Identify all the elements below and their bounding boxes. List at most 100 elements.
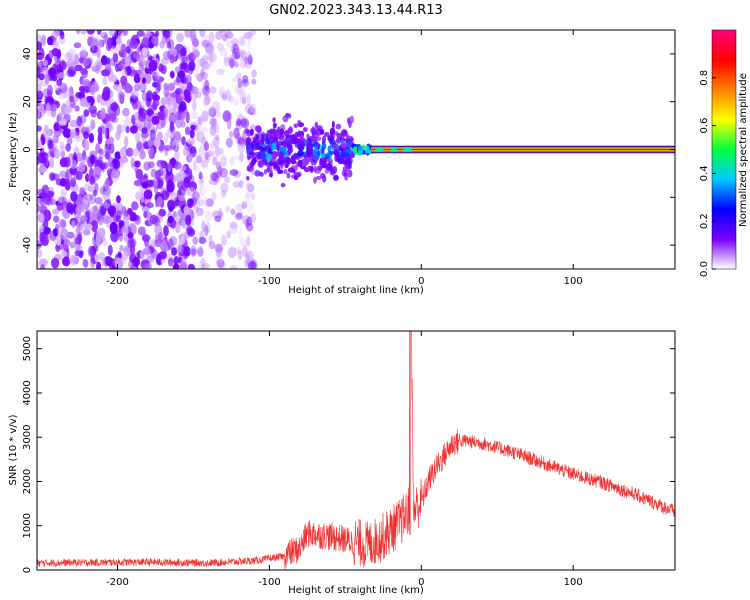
spectrogram-noise-cell [183, 205, 191, 215]
spectrogram-noise-cell [102, 77, 108, 86]
spectrogram-noise-cell [67, 66, 77, 77]
spectrogram-noise-cell [127, 232, 134, 239]
spectrogram-signal-cell [345, 148, 352, 154]
spectrogram-noise-cell [187, 198, 194, 208]
spectrogram-noise-cell [101, 90, 111, 101]
spectrogram-noise-cell [119, 245, 124, 252]
spectrogram-noise-cell [88, 132, 94, 144]
spectrogram-noise-cell [134, 160, 141, 168]
spectrogram-noise-cell [71, 220, 76, 229]
spectrogram-noise-cell [69, 52, 75, 61]
spectrogram-noise-cell [53, 122, 60, 132]
spectrogram-noise-cell [238, 152, 244, 163]
spectrogram-noise-cell [97, 132, 103, 145]
snr-ytick-label: 5000 [22, 336, 33, 361]
spectrogram-noise-cell [188, 60, 196, 72]
spectrogram-noise-cell [214, 243, 224, 253]
spectrogram-noise-cell [93, 166, 102, 176]
spectrogram-noise-cell [51, 257, 60, 269]
spectrogram-noise-cell [158, 208, 166, 217]
spectrogram-signal-cell [254, 125, 262, 132]
spectrogram-noise-cell [201, 81, 210, 88]
spectrogram-noise-cell [63, 156, 71, 168]
spectrogram-noise-cell [216, 42, 225, 51]
spectrogram-noise-cell [200, 61, 210, 70]
spectrogram-noise-cell [198, 260, 204, 269]
spectrogram-noise-cell [239, 92, 247, 104]
spectrogram-noise-cell [70, 254, 77, 266]
spectrogram-noise-cell [94, 64, 100, 75]
spectrogram-noise-cell [239, 238, 247, 247]
spectrogram-noise-cell [141, 127, 148, 134]
spectrogram-noise-cell [101, 257, 106, 267]
spectrogram-noise-cell [69, 95, 74, 103]
spectrogram-noise-cell [190, 124, 196, 131]
spectrogram-noise-cell [98, 39, 104, 48]
spectrogram-noise-cell [190, 34, 198, 44]
spectrogram-noise-cell [59, 140, 65, 150]
spectrogram-noise-cell [52, 134, 59, 144]
spectrogram-noise-cell [202, 196, 209, 208]
spectrogram-noise-cell [38, 152, 47, 164]
spectrogram-ylabel: Frequency (Hz) [8, 112, 19, 188]
spectrogram-noise-cell [204, 42, 214, 54]
spectrogram-noise-cell [101, 128, 108, 139]
spectrogram-noise-cell [149, 239, 157, 249]
spectrogram-signal-cell [274, 151, 281, 157]
spectrogram-noise-cell [180, 120, 186, 128]
spectrogram-noise-cell [53, 215, 60, 223]
spectrogram-noise-cell [200, 68, 205, 78]
spectrogram-noise-cell [69, 128, 77, 138]
spectrogram-noise-cell [47, 150, 55, 158]
spectrogram-noise-cell [196, 130, 205, 143]
spectrogram-signal-cell [321, 146, 325, 155]
spectrogram-noise-cell [180, 182, 189, 192]
spectrogram-noise-cell [43, 226, 51, 235]
spectrogram-noise-cell [114, 257, 124, 269]
spectrogram-noise-cell [95, 143, 101, 154]
spectrogram-noise-cell [213, 136, 220, 148]
spectrogram-panel: -200 -100 0 100 40 20 0 -20 -40 Height of straig… [8, 29, 676, 296]
spectrogram-noise-cell [162, 50, 172, 60]
snr-ytick-label: 3000 [22, 424, 33, 449]
spectrogram-noise-cell [181, 56, 188, 65]
spectrogram-noise-cell [145, 97, 152, 108]
spectrogram-signal-cell [286, 143, 293, 150]
spectrogram-noise-cell [187, 228, 196, 237]
spectrogram-ytick-label: -20 [22, 189, 33, 205]
spectrogram-noise-cell [107, 205, 117, 216]
spectrogram-noise-cell [218, 30, 227, 34]
spectrogram-noise-cell [204, 141, 209, 152]
spectrogram-noise-cell [208, 31, 215, 44]
spectrogram-noise-cell [129, 125, 138, 134]
spectrogram-noise-cell [169, 158, 177, 166]
spectrogram-noise-cell [87, 85, 96, 94]
spectrogram-noise-cell [241, 201, 248, 209]
spectrogram-noise-cell [221, 93, 227, 101]
spectrogram-noise-cell [120, 75, 128, 86]
spectrogram-signal-cell [290, 156, 296, 165]
spectrogram-noise-cell [82, 194, 90, 205]
spectrogram-noise-cell [74, 64, 83, 72]
spectrogram-signal-cell [286, 172, 291, 179]
spectrogram-noise-cell [185, 214, 192, 226]
spectrogram-signal-cell [327, 135, 335, 142]
spectrogram-noise-cell [234, 155, 240, 162]
snr-series-line [37, 331, 675, 570]
spectrogram-noise-cell [73, 244, 83, 252]
spectrogram-noise-cell [138, 72, 146, 79]
spectrogram-noise-cell [190, 197, 198, 206]
spectrogram-noise-cell [162, 30, 169, 37]
spectrogram-noise-cell [40, 263, 46, 269]
spectrogram-noise-cell [49, 230, 57, 242]
spectrogram-xlabel: Height of straight line (km) [288, 285, 424, 296]
spectrogram-noise-cell [208, 107, 217, 118]
spectrogram-noise-cell [220, 91, 229, 99]
spectrogram-noise-cell [148, 59, 158, 72]
spectrogram-noise-cell [166, 98, 173, 109]
spectrogram-noise-cell [159, 176, 164, 186]
snr-xlabel: Height of straight line (km) [288, 585, 424, 596]
spectrogram-noise-cell [229, 222, 238, 235]
spectrogram-noise-cell [37, 90, 44, 101]
